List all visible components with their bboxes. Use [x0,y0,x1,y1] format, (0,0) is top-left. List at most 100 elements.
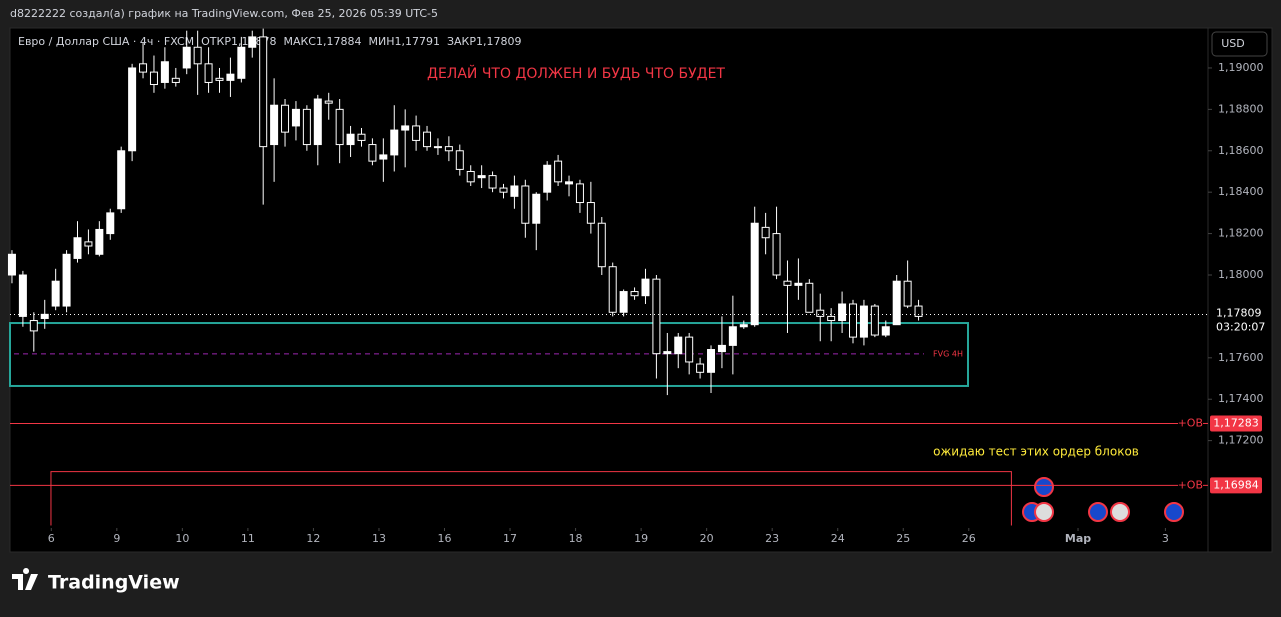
candle-body [761,226,770,239]
ohlc-label: ОТКР [201,35,231,48]
x-tick-label: 11 [241,532,255,545]
candle-body [849,303,858,338]
candle-body [838,303,847,322]
candle-body [117,150,126,210]
candle-body [302,108,311,146]
candle-body [160,61,169,83]
candle-body [51,280,60,307]
candle-body [586,202,595,224]
ohlc-label: МАКС [283,35,316,48]
currency-button[interactable] [1211,31,1268,57]
y-tick-label: 1,18200 [1218,227,1264,240]
candle-body [477,175,486,179]
x-tick-label: 10 [175,532,189,545]
candle-body [7,253,16,276]
legend: Евро / Доллар США · 4ч · FXCM ОТКР1,1787… [18,35,522,48]
ohlc-value: 1,17809 [476,35,522,48]
ob-box [50,471,1012,526]
last-price-box [1210,306,1266,337]
x-tick-label: 19 [634,532,648,545]
brand: TradingView [48,572,180,594]
candle-body [707,349,716,373]
spacer [440,35,447,48]
ohlc-label: МИН [368,35,394,48]
candle-body [291,108,300,127]
candle-body [499,187,508,193]
x-tick-label: 17 [503,532,517,545]
candle-body [313,98,322,146]
ohlc-label: ЗАКР [447,35,476,48]
candle-body [827,315,836,322]
candle-body [401,125,410,131]
candle-body [433,146,442,149]
candle-body [270,104,279,146]
candle-body [903,280,912,307]
x-tick-label: 16 [438,532,452,545]
level-price: 1,16984 [1213,478,1259,491]
x-tick-label: 9 [113,532,120,545]
level-price-box [1210,415,1262,432]
candle-body [674,336,683,355]
y-tick-label: 1,19000 [1218,61,1264,74]
candle-body [204,63,213,83]
y-tick-label: 1,17200 [1218,434,1264,447]
last-price: 1,17809 [1216,307,1262,320]
candle-body [794,282,803,286]
candle-body [215,77,224,81]
x-tick-label: 6 [48,532,55,545]
candle-body [717,344,726,353]
y-tick-label: 1,18600 [1218,144,1264,157]
currency[interactable]: USD [1221,37,1245,50]
event-icon[interactable] [1034,477,1054,497]
candle-body [663,351,672,355]
x-tick-label: 25 [896,532,910,545]
candle-body [510,185,519,197]
candle-body [816,309,825,317]
x-tick-label: 12 [306,532,320,545]
event-icon[interactable] [1110,502,1130,522]
candle-body [914,305,923,317]
event-icon[interactable] [1034,502,1054,522]
event-icon[interactable] [1088,502,1108,522]
x-tick-label: 23 [765,532,779,545]
event-icons [1022,477,1184,522]
zone-label: FVG 4H [933,349,963,358]
level-label: +OB [1178,416,1203,429]
y-tick-label: 1,17400 [1218,392,1264,405]
candle-body [171,77,180,83]
candle-body [619,291,628,313]
candle-body [565,181,574,185]
candle-body [630,291,639,297]
y-tick-label: 1,18000 [1218,268,1264,281]
x-tick-label: Мар [1065,532,1091,545]
candle-body [368,144,377,162]
chart-pane [9,27,1273,553]
candle-body [423,131,432,148]
x-tick-label: 24 [831,532,845,545]
candle-body [149,71,158,86]
candle-body [532,193,541,224]
zone-box [9,322,969,387]
candle-body [543,164,552,193]
candle-body [412,125,421,141]
event-icon[interactable] [1164,502,1184,522]
candle-body [521,185,530,224]
x-tick-label: 18 [569,532,583,545]
level-price: 1,17283 [1213,416,1259,429]
logo: TradingView [12,568,180,594]
candle-body [182,46,191,69]
candle-body [346,133,355,146]
y-tick-label: 1,18800 [1218,102,1264,115]
candle-body [259,36,268,148]
spacer [276,35,283,48]
candle-body [193,46,202,65]
candle-body [652,278,661,355]
x-tick-label: 13 [372,532,386,545]
ohlc-value: 1,17884 [316,35,362,48]
chart-title: ДЕЛАЙ ЧТО ДОЛЖЕН И БУДЬ ЧТО БУДЕТ [427,64,725,82]
candle-body [870,305,879,336]
candle-body [139,63,148,73]
candle-body [772,233,781,276]
candles [7,28,923,396]
